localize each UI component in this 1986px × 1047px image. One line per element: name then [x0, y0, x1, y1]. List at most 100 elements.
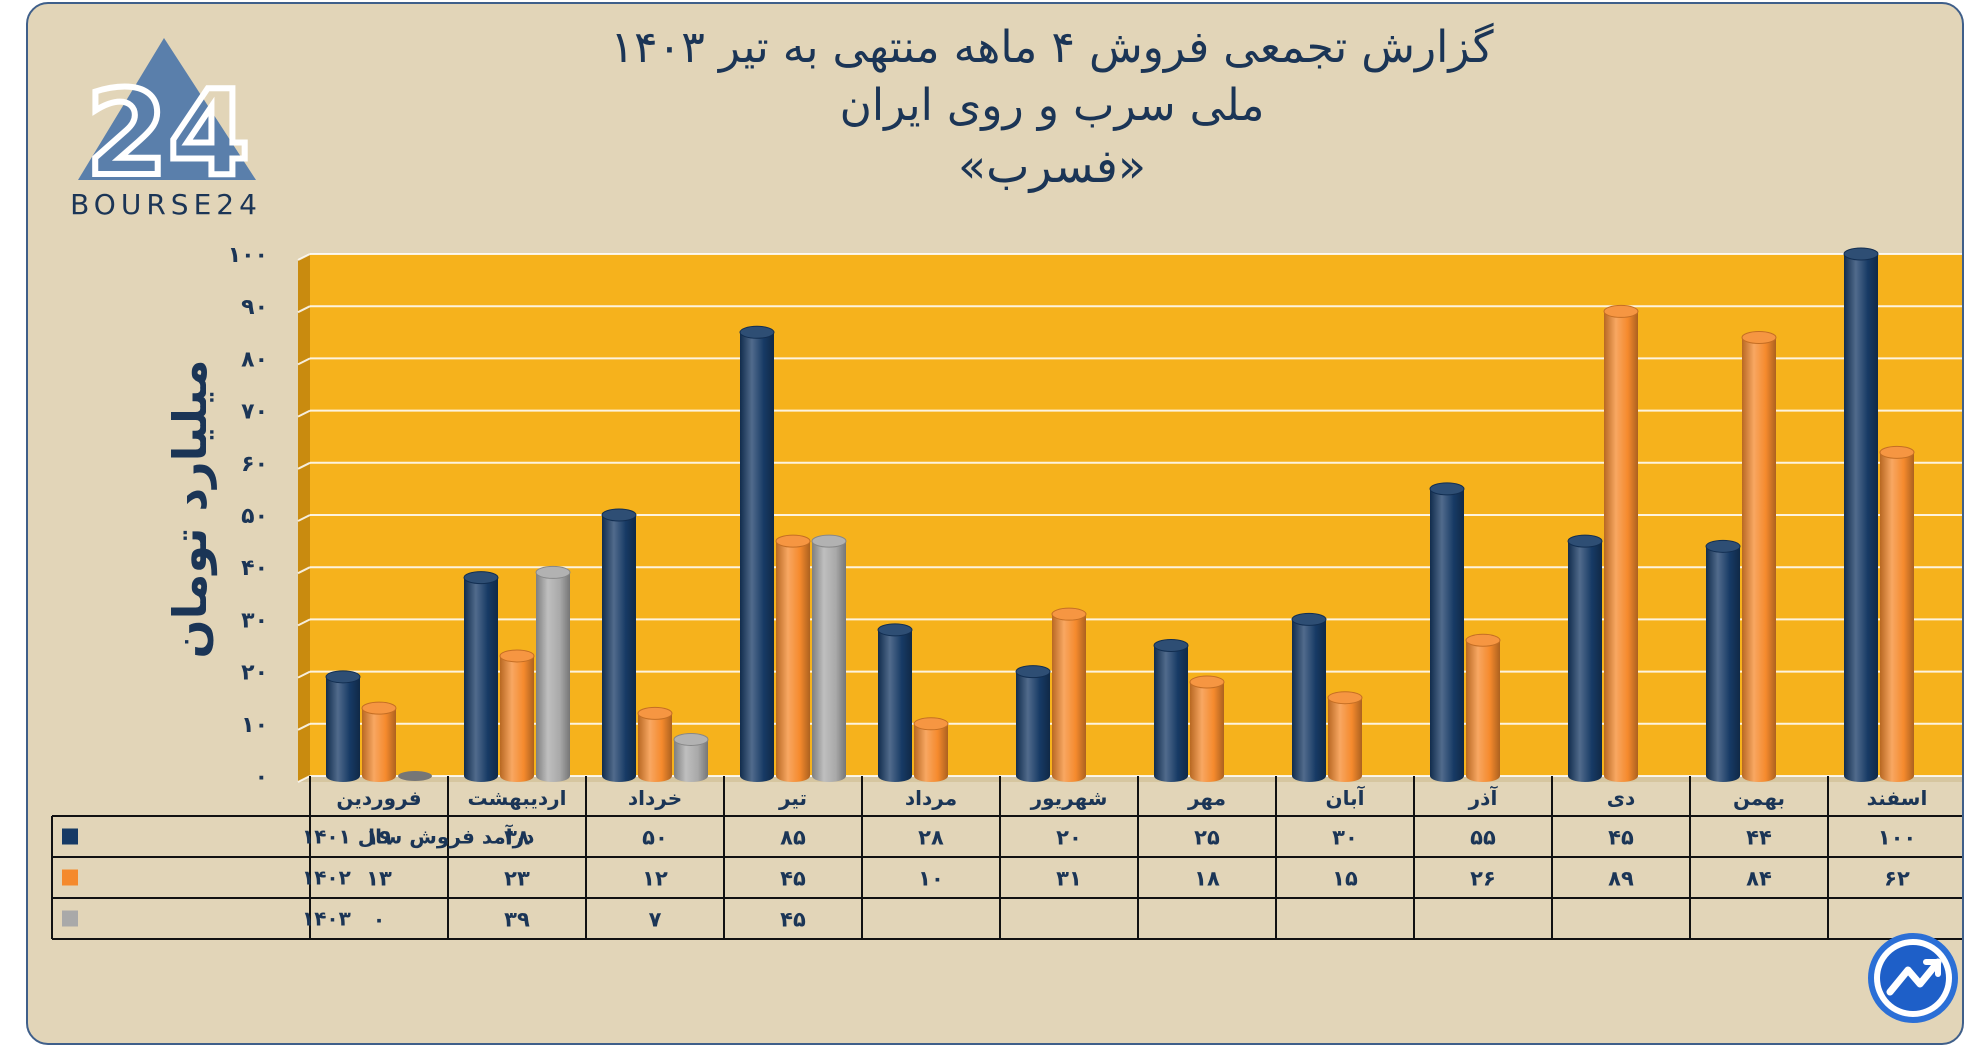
bar-cap	[361, 701, 397, 715]
gridline-wall	[297, 357, 311, 366]
bar-cap	[1879, 445, 1915, 459]
table-cell-value: ۲۳	[504, 867, 530, 891]
table-cell-value: ۱۵	[1332, 867, 1358, 891]
y-tick-label: ۰	[255, 765, 268, 790]
bar-cap	[1567, 534, 1603, 548]
table-cell-value: ۳۱	[1056, 867, 1082, 891]
bar-cap	[1603, 304, 1639, 318]
table-cell-value: ۲۶	[1470, 867, 1496, 891]
trend-button[interactable]	[1868, 933, 1958, 1023]
bar	[740, 332, 774, 782]
series-label: ۱۴۰۲	[302, 866, 351, 890]
logo-text: BOURSE24	[70, 188, 262, 221]
bar	[1568, 541, 1602, 782]
bar	[638, 713, 672, 782]
gridline-wall	[297, 566, 311, 575]
bar	[1292, 619, 1326, 782]
gridline-wall	[297, 305, 311, 314]
bar	[1604, 311, 1638, 782]
table-cell-value: ۱۰۰	[1878, 826, 1916, 850]
category-label: تیر	[778, 786, 807, 810]
chart-title-line-2: ملی سرب و روی ایران	[840, 80, 1265, 131]
bar-cap	[1465, 633, 1501, 647]
gridline-wall	[297, 461, 311, 470]
category-label: اسفند	[1867, 786, 1928, 810]
bar-cap	[325, 670, 361, 684]
bar-cap	[1291, 612, 1327, 626]
gridline-wall	[297, 253, 311, 261]
table-cell-value: ۸۴	[1746, 867, 1772, 891]
table-cell-value: ۴۵	[780, 908, 806, 932]
y-tick-label: ۵۰	[241, 504, 268, 529]
bar	[1880, 452, 1914, 782]
bar	[878, 629, 912, 782]
gridline-wall	[297, 722, 311, 731]
bar	[1052, 614, 1086, 782]
category-label: آبان	[1326, 785, 1366, 810]
bar-cap	[1705, 539, 1741, 553]
table-cell-value: ۵۰	[642, 826, 668, 850]
series-label: درآمد فروش سال ۱۴۰۱	[302, 824, 534, 849]
y-axis-label: میلیارد تومان	[163, 359, 217, 658]
bar-cap	[1189, 675, 1225, 689]
legend-swatch	[62, 910, 78, 927]
gridlines	[297, 253, 1962, 783]
category-label: فروردین	[336, 786, 421, 810]
category-label: بهمن	[1733, 786, 1785, 810]
table-cell-value: ۶۲	[1884, 867, 1910, 891]
bar	[776, 541, 810, 782]
trend-arrow-icon[interactable]	[1886, 958, 1942, 996]
gridline-wall	[297, 514, 311, 522]
y-tick-label: ۹۰	[241, 295, 268, 320]
bar	[602, 515, 636, 782]
trend-arrow-head-icon[interactable]	[1923, 959, 1941, 977]
bar-cap	[775, 534, 811, 548]
chart-title-line-3: «فسرب»	[958, 139, 1146, 194]
y-tick-label: ۳۰	[241, 608, 268, 633]
category-label: اردیبهشت	[467, 786, 566, 810]
y-tick-label: ۱۰۰	[228, 243, 268, 268]
bar	[1190, 682, 1224, 782]
category-label: دی	[1607, 786, 1636, 810]
table-cell-value: ۱۹	[366, 826, 392, 850]
bar	[1430, 488, 1464, 782]
table-cell-value: ۳۸	[504, 826, 530, 850]
table-cell-value: ۷	[649, 908, 662, 932]
bars	[325, 247, 1915, 782]
chart-card: گزارش تجمعی فروش ۴ ماهه منتهی به تیر ۱۴۰…	[26, 2, 1964, 1045]
y-tick-label: ۴۰	[241, 556, 268, 581]
gridline-wall	[297, 670, 311, 679]
bar	[1742, 337, 1776, 782]
bar-cap	[913, 717, 949, 731]
table-cell-value: ۲۰	[1056, 826, 1082, 850]
bourse24-logo: 24 BOURSE24	[70, 38, 262, 221]
bar-cap	[877, 623, 913, 637]
bar	[1154, 645, 1188, 782]
bar	[1466, 640, 1500, 782]
bar-cap	[811, 534, 847, 548]
bar-cap	[1843, 247, 1879, 261]
gridline-wall	[297, 618, 311, 627]
bar-cap	[601, 508, 637, 522]
category-label: خرداد	[628, 786, 682, 810]
table-cell-value: ۲۸	[918, 826, 944, 850]
bar-cap	[463, 571, 499, 585]
y-tick-label: ۷۰	[241, 400, 268, 425]
table-cell-value: ۳۰	[1332, 826, 1358, 850]
table-cell-value: ۴۵	[1608, 826, 1634, 850]
bar-cap	[739, 325, 775, 339]
bar-cap	[1051, 607, 1087, 621]
bar	[362, 708, 396, 782]
bar-cap	[637, 706, 673, 720]
table-cell-value: ۸۵	[780, 826, 806, 850]
logo-triangle-icon	[78, 38, 256, 180]
bar-cap	[1327, 691, 1363, 705]
y-tick-label: ۱۰	[241, 713, 268, 738]
bar	[1706, 546, 1740, 782]
table-cell-value: ۰	[373, 908, 386, 932]
table-cell-value: ۴۵	[780, 867, 806, 891]
bar-cap	[673, 732, 709, 746]
bar-cap	[1015, 665, 1051, 679]
bar-cap	[1153, 639, 1189, 652]
bar	[464, 577, 498, 782]
